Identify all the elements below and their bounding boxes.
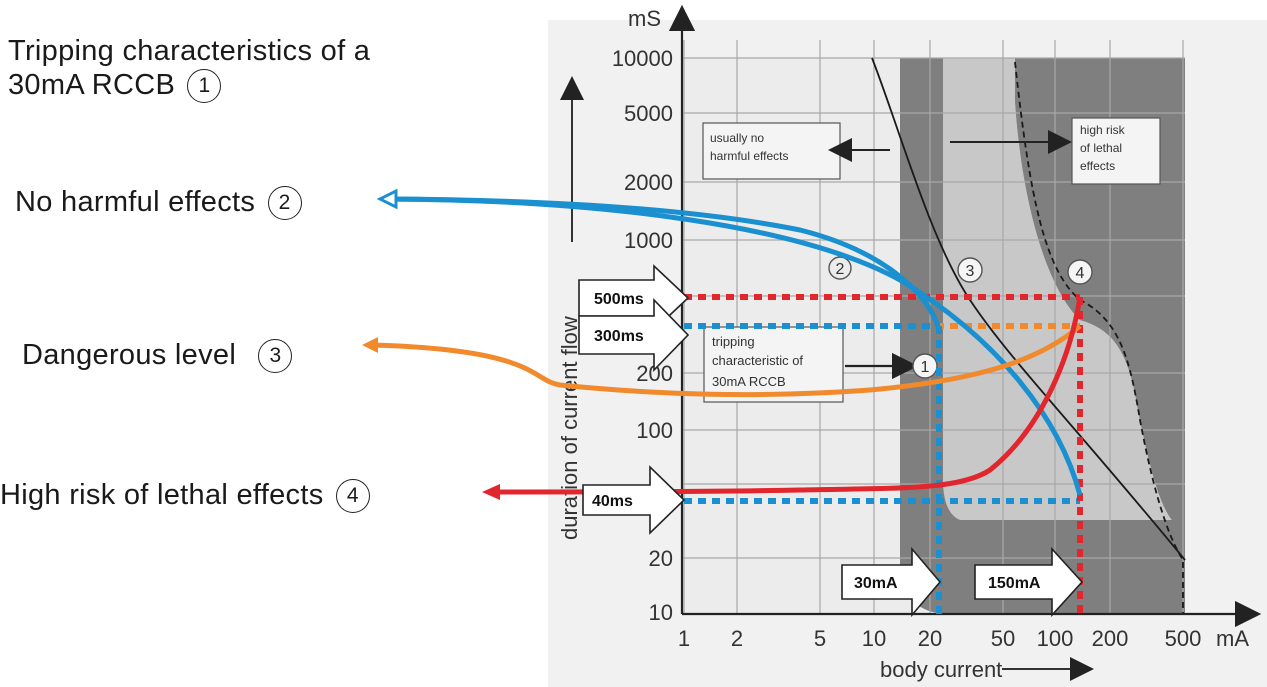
box-high-risk: high risk of lethal effects — [1071, 117, 1161, 185]
annotation-title: Tripping characteristics of a 30mA RCCB … — [8, 34, 371, 104]
connector-orange-arrowhead — [362, 337, 378, 353]
x-tick-label: 10 — [862, 626, 886, 651]
number-circle-3: 3 — [258, 339, 293, 374]
connector-orange — [371, 324, 1082, 398]
y-tick-label: 20 — [649, 546, 673, 571]
box-high-risk-line3: effects — [1080, 159, 1115, 173]
block-arrow-40ms: 40ms — [582, 465, 686, 535]
annotation-lethal: High risk of lethal effects 4 — [0, 478, 370, 514]
x-tick-label: 500 — [1165, 626, 1202, 651]
y-tick-label: 10000 — [612, 46, 673, 71]
y-tick-labels: 10000 5000 2000 1000 200 100 20 10 — [612, 46, 673, 625]
box-no-harm: usually no harmful effects — [702, 122, 841, 180]
annotation-dangerous-label: Dangerous level — [22, 339, 237, 371]
x-unit-label: mA — [1216, 626, 1249, 651]
grid-lines — [682, 40, 1185, 614]
box-tripping: tripping characteristic of 30mA RCCB — [703, 326, 844, 403]
x-tick-label: 100 — [1037, 626, 1074, 651]
x-tick-label: 1 — [678, 626, 690, 651]
box-tripping-line2: characteristic of — [712, 353, 803, 368]
x-tick-label: 20 — [918, 626, 942, 651]
block-arrow-500ms-label: 500ms — [594, 291, 644, 308]
annotation-no-harm: No harmful effects 2 — [15, 185, 302, 221]
x-axis-title: body current — [880, 657, 1002, 682]
x-tick-labels: 1 2 5 10 20 50 100 200 500 — [678, 626, 1201, 651]
y-axis-title: duration of current flow — [557, 316, 582, 540]
y-tick-label: 2000 — [624, 170, 673, 195]
annotation-no-harm-label: No harmful effects — [15, 186, 256, 218]
connector-red-arrowhead — [482, 484, 500, 500]
y-tick-label: 10 — [649, 600, 673, 625]
annotation-title-line1: Tripping characteristics of a — [8, 35, 371, 67]
x-tick-label: 5 — [814, 626, 826, 651]
zone-mark-2: 2 — [836, 261, 845, 278]
block-arrow-300ms-label: 300ms — [594, 328, 644, 345]
block-arrow-40ms-label: 40ms — [592, 493, 633, 510]
number-circle-4: 4 — [335, 479, 370, 514]
box-high-risk-line1: high risk — [1080, 123, 1126, 137]
block-arrow-150ma: 150mA — [974, 546, 1084, 618]
annotation-title-line2: 30mA RCCB — [8, 69, 176, 101]
x-tick-label: 50 — [991, 626, 1015, 651]
box-tripping-line3: 30mA RCCB — [712, 374, 786, 389]
curve-boundary-2 — [871, 57, 1186, 561]
number-circle-1: 1 — [187, 69, 222, 104]
zone-mark-3: 3 — [966, 263, 975, 280]
y-tick-label: 100 — [636, 418, 673, 443]
box-tripping-line1: tripping — [712, 334, 755, 349]
connector-blue-2 — [387, 196, 941, 327]
y-unit-label: mS — [628, 6, 661, 31]
zone-mark-1: 1 — [921, 359, 930, 376]
box-high-risk-line2: of lethal — [1080, 141, 1122, 155]
annotation-lethal-label: High risk of lethal effects — [0, 479, 324, 511]
number-circle-2: 2 — [267, 186, 302, 221]
connector-blue-arrowhead — [376, 188, 398, 210]
y-tick-label: 1000 — [624, 228, 673, 253]
block-arrow-150ma-label: 150mA — [988, 575, 1041, 592]
zone-mark-4: 4 — [1076, 265, 1085, 282]
box-no-harm-line2: harmful effects — [710, 149, 788, 163]
x-tick-label: 2 — [731, 626, 743, 651]
block-arrow-30ma-label: 30mA — [854, 575, 898, 592]
curve-boundary-3 — [1014, 61, 1184, 614]
block-arrow-300ms: 300ms — [578, 298, 690, 372]
annotation-dangerous: Dangerous level 3 — [22, 338, 293, 374]
annotation-title-line2-row: 30mA RCCB 1 — [8, 68, 370, 104]
zone-markers: 2 3 4 1 — [828, 256, 1093, 379]
block-arrow-30ma: 30mA — [841, 546, 942, 618]
x-tick-label: 200 — [1092, 626, 1129, 651]
zone-light — [943, 58, 1172, 520]
box-no-harm-line1: usually no — [710, 131, 764, 145]
y-tick-label: 5000 — [624, 101, 673, 126]
